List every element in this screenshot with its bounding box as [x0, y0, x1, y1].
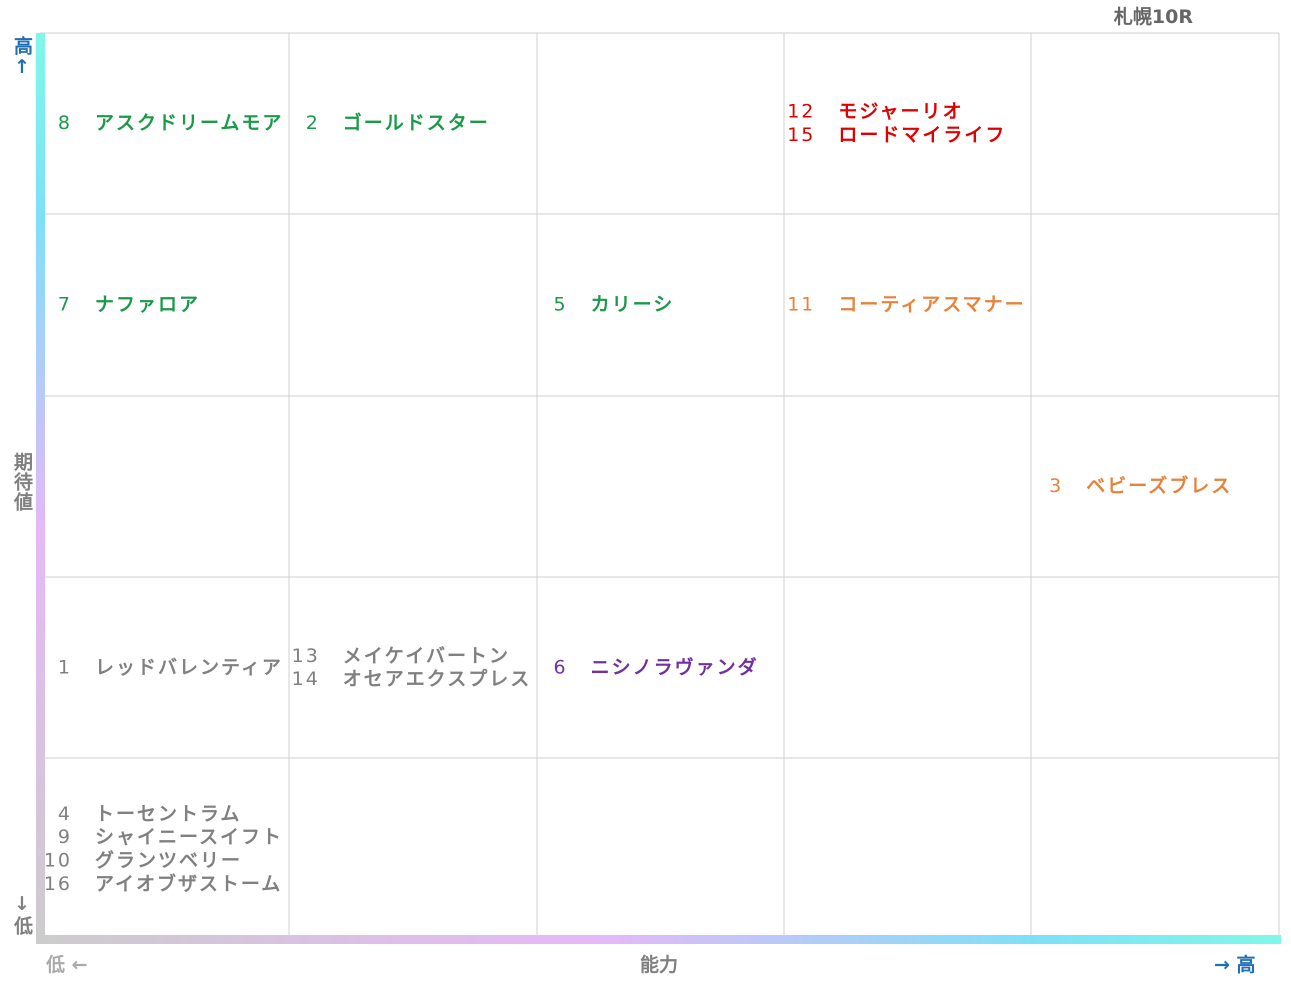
x-label: 能力: [640, 954, 679, 976]
horse-number: 9: [58, 826, 72, 848]
horse-name: カリーシ: [591, 294, 675, 316]
horse-name: ベビーズブレス: [1086, 474, 1232, 497]
horse-name: ニシノラヴァンダ: [591, 655, 759, 678]
horse-number: 7: [58, 294, 72, 316]
horse-name: グランツベリー: [95, 848, 242, 871]
horse-number: 12: [787, 101, 815, 123]
horse-number: 1: [58, 656, 72, 678]
x-high: → 高: [1214, 954, 1256, 976]
horse-number: 2: [306, 112, 320, 134]
y-high: 高↑: [11, 36, 33, 79]
horse-name: アイオブザストーム: [95, 872, 282, 895]
horse-number: 5: [554, 294, 568, 316]
x-low: 低 ←: [46, 954, 88, 976]
horse-name: コーティアスマナー: [838, 294, 1025, 316]
horse-number: 13: [292, 645, 320, 667]
horse-name: オセアエクスプレス: [343, 667, 531, 690]
horse-name: ロードマイライフ: [838, 124, 1006, 146]
horse-name: レッドバレンティア: [95, 656, 283, 678]
grid-lines: [40, 32, 1280, 940]
horse-name: メイケイバートン: [343, 645, 510, 667]
x-axis-bar: [36, 935, 1281, 944]
title: 札幌10R: [1113, 6, 1193, 28]
horse-number: 4: [58, 803, 72, 825]
horse-number: 8: [58, 112, 72, 134]
horse-name: シャイニースイフト: [95, 826, 283, 848]
horse-name: アスクドリームモア: [95, 112, 283, 134]
horse-name: ナファロア: [95, 294, 200, 316]
horse-name: トーセントラム: [95, 803, 241, 825]
y-label: 期待値: [11, 452, 33, 512]
horse-number: 3: [1049, 475, 1063, 497]
horse-number: 11: [787, 294, 815, 316]
horse-name: ゴールドスター: [343, 111, 490, 134]
horse-number: 14: [292, 668, 320, 690]
y-low: ↓低: [11, 893, 33, 936]
horse-number: 6: [554, 656, 568, 678]
horse-number: 15: [787, 124, 815, 146]
horse-name: モジャーリオ: [838, 101, 963, 123]
y-axis-bar: [36, 33, 45, 944]
horse-number: 10: [44, 849, 72, 871]
horse-number: 16: [44, 873, 72, 895]
